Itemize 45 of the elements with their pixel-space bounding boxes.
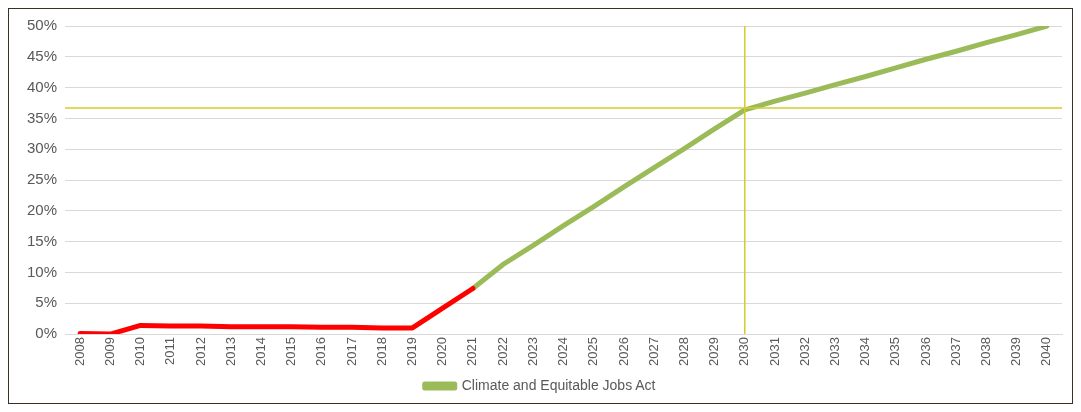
x-tick-label: 2016 (313, 337, 329, 366)
x-tick-label: 2037 (947, 337, 963, 366)
y-tick-label: 45% (26, 46, 58, 64)
x-tick-label: 2021 (464, 337, 480, 366)
y-tick-label: 20% (26, 200, 58, 218)
y-tick-label: 50% (26, 16, 58, 34)
y-tick-label: 5% (35, 293, 58, 311)
x-tick-label: 2028 (675, 337, 691, 366)
x-tick-label: 2030 (736, 337, 752, 366)
y-tick-label: 35% (26, 108, 58, 126)
x-tick-label: 2008 (71, 337, 87, 366)
x-tick-label: 2024 (555, 337, 571, 366)
y-tick-label: 30% (26, 139, 58, 157)
x-tick-label: 2013 (222, 337, 238, 366)
y-tick-label: 15% (26, 231, 58, 249)
y-tick-label: 0% (35, 324, 58, 342)
x-tick-label: 2032 (796, 337, 812, 366)
y-tick-label: 10% (26, 262, 58, 280)
x-tick-label: 2009 (101, 337, 117, 366)
x-tick-label: 2015 (283, 337, 299, 366)
x-tick-label: 2034 (857, 337, 873, 366)
x-tick-label: 2019 (404, 337, 420, 366)
legend-label: Climate and Equitable Jobs Act (461, 376, 656, 393)
x-tick-label: 2020 (434, 337, 450, 366)
x-tick-label: 2025 (585, 337, 601, 366)
x-tick-label: 2017 (343, 337, 359, 366)
x-tick-label: 2036 (917, 337, 933, 366)
x-tick-label: 2035 (887, 337, 903, 366)
x-tick-label: 2018 (373, 337, 389, 366)
y-tick-label: 25% (26, 170, 58, 188)
x-tick-label: 2012 (192, 337, 208, 366)
x-tick-label: 2011 (162, 337, 178, 366)
x-tick-label: 2023 (524, 337, 540, 366)
y-tick-label: 40% (26, 77, 58, 95)
x-tick-label: 2039 (1008, 337, 1024, 366)
x-tick-label: 2022 (494, 337, 510, 366)
x-tick-label: 2010 (132, 337, 148, 366)
x-tick-label: 2029 (706, 337, 722, 366)
x-tick-label: 2014 (252, 337, 268, 366)
x-tick-label: 2033 (826, 337, 842, 366)
x-tick-label: 2027 (645, 337, 661, 366)
x-tick-label: 2031 (766, 337, 782, 366)
x-tick-label: 2038 (978, 337, 994, 366)
x-tick-label: 2040 (1038, 337, 1054, 366)
x-tick-label: 2026 (615, 337, 631, 366)
